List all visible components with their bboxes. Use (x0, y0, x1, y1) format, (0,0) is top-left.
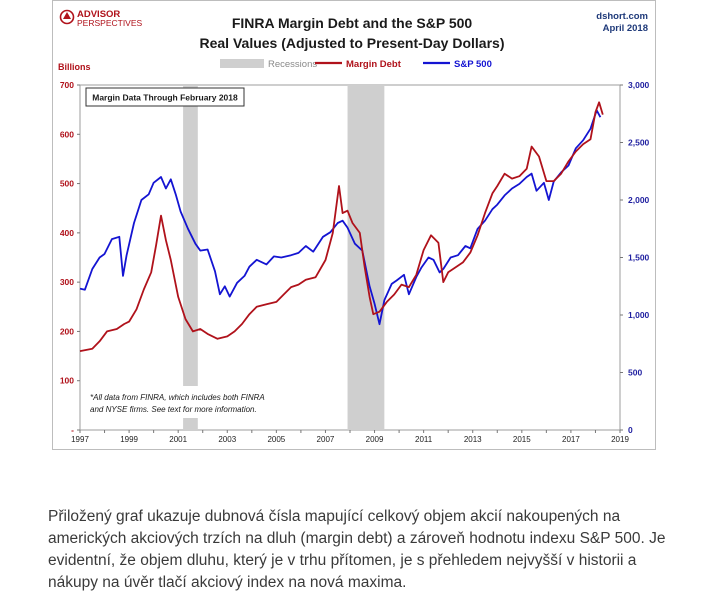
sp500-line (79, 109, 602, 326)
x-axis-tick-label: 1999 (120, 435, 138, 444)
left-axis-tick-label: 500 (60, 179, 74, 189)
right-axis-tick-label: 2,500 (628, 138, 650, 148)
right-axis-tick-label: 1,000 (628, 310, 650, 320)
left-axis-tick-label: 400 (60, 228, 74, 238)
right-axis-tick-label: 500 (628, 368, 642, 378)
x-axis-tick-label: 2009 (366, 435, 384, 444)
note-line-1: *All data from FINRA, which includes bot… (90, 393, 265, 402)
inset-label: Margin Data Through February 2018 (92, 93, 238, 103)
x-axis-tick-label: 2007 (317, 435, 335, 444)
left-axis-unit: Billions (58, 62, 91, 72)
note-box: *All data from FINRA, which includes bot… (86, 386, 286, 418)
note-line-2: and NYSE firms. See text for more inform… (90, 405, 257, 414)
logo-bottom-text: PERSPECTIVES (77, 18, 143, 28)
x-axis-tick-label: 2005 (267, 435, 285, 444)
chart-title: FINRA Margin Debt and the S&P 500 (232, 15, 473, 31)
left-axis-tick-label: 300 (60, 277, 74, 287)
right-axis-tick-label: 2,000 (628, 195, 650, 205)
legend-recession-swatch (220, 59, 264, 68)
caption-text: Přiložený graf ukazuje dubnová čísla map… (48, 508, 666, 591)
recession-band-2 (347, 85, 385, 430)
legend-recessions: Recessions (268, 59, 317, 70)
x-axis-tick-label: 1997 (71, 435, 89, 444)
legend-margin-debt: Margin Debt (346, 59, 402, 70)
logo-top-text: ADVISOR (77, 9, 120, 20)
left-axis-tick-label: 600 (60, 129, 74, 139)
series (79, 101, 604, 352)
x-axis-tick-label: 2017 (562, 435, 580, 444)
chart-subtitle: Real Values (Adjusted to Present-Day Dol… (200, 35, 505, 51)
right-axis-tick-label: 1,500 (628, 253, 650, 263)
legend: Recessions Margin Debt S&P 500 (220, 59, 492, 70)
x-axis-tick-label: 2011 (415, 435, 433, 444)
advisor-perspectives-logo: ADVISOR PERSPECTIVES (59, 9, 143, 28)
margin-debt-line (79, 101, 604, 352)
recession-bands (183, 85, 385, 430)
recession-band-1 (183, 85, 198, 430)
chart: ADVISOR PERSPECTIVES FINRA Margin Debt a… (52, 0, 656, 450)
x-axis-tick-label: 2013 (464, 435, 482, 444)
chart-svg: ADVISOR PERSPECTIVES FINRA Margin Debt a… (52, 0, 656, 450)
right-axis-tick-label: 3,000 (628, 80, 650, 90)
left-axis-tick-label: - (71, 425, 74, 435)
left-axis-tick-label: 700 (60, 80, 74, 90)
x-axis-tick-label: 2015 (513, 435, 531, 444)
date-label: April 2018 (603, 23, 648, 34)
right-axis-tick-label: 0 (628, 425, 633, 435)
x-axis-tick-label: 2019 (611, 435, 629, 444)
source-label: dshort.com (596, 11, 648, 22)
inset-label-box: Margin Data Through February 2018 (85, 87, 245, 107)
left-axis-tick-label: 100 (60, 376, 74, 386)
x-axis-tick-label: 2001 (169, 435, 187, 444)
axes: - 100 200 300 400 500 600 700 0 500 1,000 1,500 2,00… (60, 80, 650, 444)
left-axis-tick-label: 200 (60, 326, 74, 336)
x-axis-tick-label: 2003 (218, 435, 236, 444)
legend-sp500: S&P 500 (454, 59, 492, 70)
